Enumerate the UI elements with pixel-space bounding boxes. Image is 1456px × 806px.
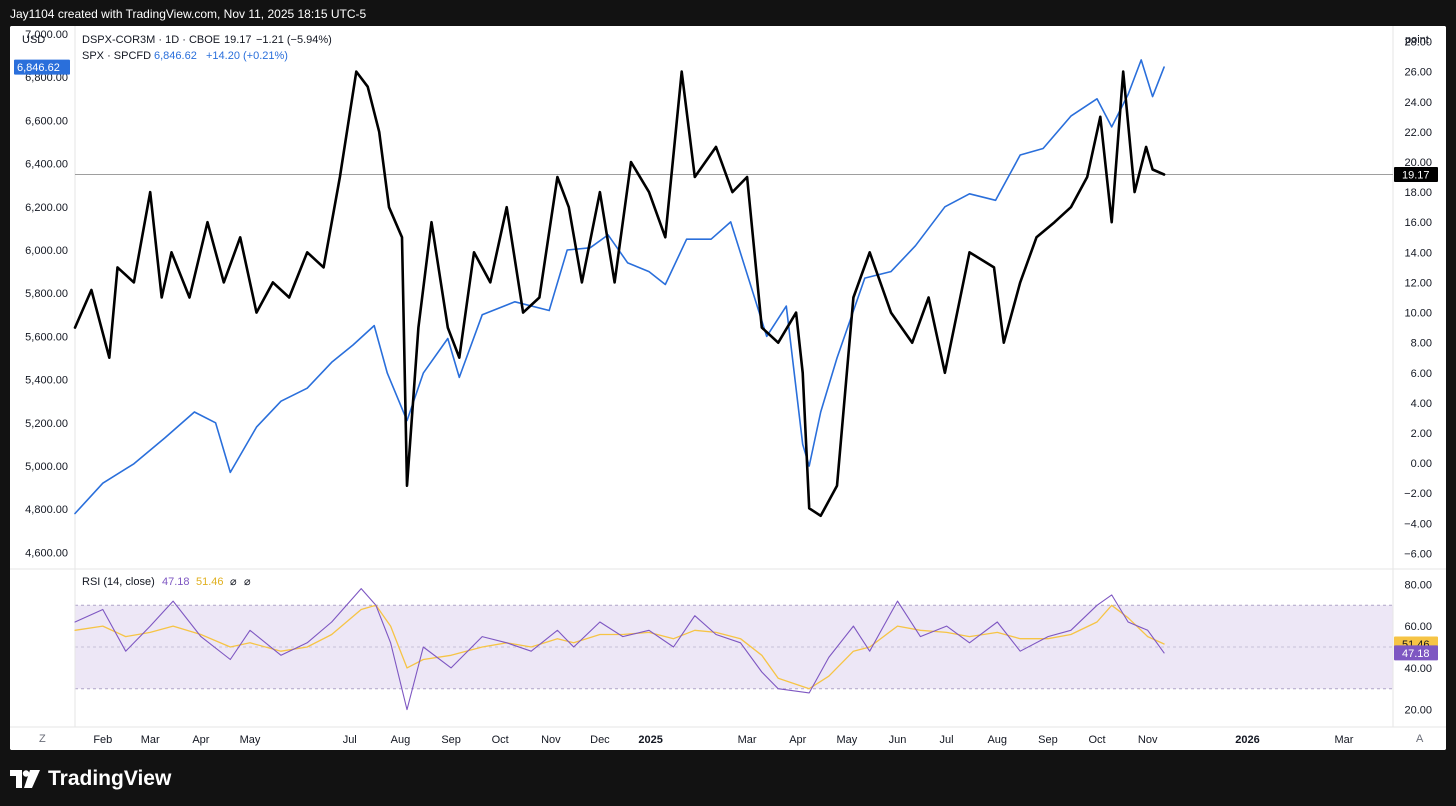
right-axis-tick-label: 16.00 [1404,217,1432,229]
rsi-hidden-icon[interactable]: ⌀ [230,576,237,588]
rsi-band [75,605,1393,689]
right-axis-tick-label: 2.00 [1411,428,1432,440]
rsi-legend-value: 47.18 [162,576,190,588]
time-axis-label: Nov [541,734,561,746]
svg-text:19.17: 19.17 [1402,169,1430,181]
time-axis-label: Jun [889,734,907,746]
left-axis-tick-label: 5,000.00 [25,461,68,473]
time-axis-label: May [836,734,857,746]
right-axis-tick-label: −6.00 [1404,548,1432,560]
right-axis-tick-label: 14.00 [1404,247,1432,259]
left-axis-tick-label: 5,800.00 [25,288,68,300]
left-price-axis[interactable]: 7,000.00 6,800.00 6,600.00 6,400.00 6,200.00… [25,29,68,559]
left-axis-tick-label: 7,000.00 [25,29,68,41]
time-axis-label: Oct [492,734,509,746]
right-axis-tick-label: 0.00 [1411,458,1432,470]
svg-text:47.18: 47.18 [1402,648,1430,660]
rsi-legend-label[interactable]: RSI (14, close) [82,576,155,588]
left-axis-tick-label: 4,600.00 [25,547,68,559]
rsi-axis-tick-label: 40.00 [1404,663,1432,675]
tradingview-logo-icon [10,770,40,788]
right-axis-tick-label: 28.00 [1404,37,1432,49]
tradingview-wordmark: TradingView [48,767,172,790]
time-axis-label: May [240,734,261,746]
dspx-price-badge: 19.17 [1394,166,1438,182]
right-axis-tick-label: 8.00 [1411,338,1432,350]
time-axis-label: 2025 [638,734,662,746]
time-axis[interactable]: Feb Mar Apr May Jul Aug Sep Oct Nov Dec 2025 Mar Apr… [93,734,1353,746]
time-axis-label: Mar [1334,734,1353,746]
dspx-cor3m-line[interactable] [73,70,1166,518]
left-axis-unit: USD [22,34,45,46]
rsi-axis-tick-label: 60.00 [1404,621,1432,633]
legend-series2-change: +14.20 (+0.21%) [206,50,288,62]
time-axis-label: Aug [391,734,411,746]
time-axis-label: Aug [987,734,1007,746]
right-axis-tick-label: −2.00 [1404,488,1432,500]
time-axis-label: Mar [738,734,757,746]
left-axis-tick-label: 6,600.00 [25,115,68,127]
legend-series1-change: −1.21 (−5.94%) [256,34,332,46]
left-axis-tick-label: 6,800.00 [25,72,68,84]
right-price-axis[interactable]: 28.00 26.00 24.00 22.00 20.00 18.00 16.00 14.00… [1404,37,1432,561]
time-axis-label: Sep [441,734,461,746]
rsi-axis-tick-label: 20.00 [1404,705,1432,717]
right-axis-unit[interactable]: point [1405,34,1429,46]
rsi-badge: 47.18 [1394,645,1438,661]
rsi-line[interactable] [74,588,1165,711]
right-axis-tick-label: 10.00 [1404,308,1432,320]
chart-credit: Jay1104 created with TradingView.com, No… [10,7,367,21]
tradingview-logo[interactable]: TradingView [10,764,171,794]
right-axis-tick-label: 6.00 [1411,368,1432,380]
rsi-axis[interactable]: 80.00 60.00 40.00 20.00 [1404,579,1432,716]
time-axis-label: Mar [141,734,160,746]
right-axis-tick-label: 26.00 [1404,67,1432,79]
spx-line[interactable] [74,59,1165,515]
time-axis-label: Jul [343,734,357,746]
rsi-axis-tick-label: 80.00 [1404,579,1432,591]
right-axis-tick-label: 18.00 [1404,187,1432,199]
right-axis-tick-label: 22.00 [1404,127,1432,139]
time-axis-label: Oct [1088,734,1105,746]
right-axis-tick-label: −4.00 [1404,518,1432,530]
time-axis-label: Apr [192,734,209,746]
left-axis-tick-label: 6,400.00 [25,159,68,171]
right-axis-tick-label: 12.00 [1404,277,1432,289]
svg-text:6,846.62: 6,846.62 [17,62,60,74]
auto-scale-button[interactable]: A [1416,733,1424,745]
right-axis-tick-label: 4.00 [1411,398,1432,410]
legend-series2-label[interactable]: SPX · SPCFD [82,50,151,62]
legend-series1-label[interactable]: DSPX-COR3M · 1D · CBOE [82,34,220,46]
left-axis-tick-label: 4,800.00 [25,504,68,516]
right-axis-tick-label: 20.00 [1404,157,1432,169]
time-axis-label: Feb [93,734,112,746]
time-axis-label: Nov [1138,734,1158,746]
rsi-hidden-icon[interactable]: ⌀ [244,576,251,588]
chart-panel[interactable]: 7,000.00 6,800.00 6,600.00 6,400.00 6,200.00… [10,26,1446,750]
left-axis-tick-label: 6,000.00 [25,245,68,257]
right-axis-tick-label: 24.00 [1404,97,1432,109]
time-axis-label: Sep [1038,734,1058,746]
left-axis-tick-label: 5,600.00 [25,331,68,343]
time-axis-label: Dec [590,734,610,746]
time-axis-label: Apr [789,734,806,746]
left-axis-tick-label: 5,200.00 [25,418,68,430]
left-axis-tick-label: 5,400.00 [25,375,68,387]
spx-price-badge: 6,846.62 [14,59,70,75]
legend-series1-value: 19.17 [224,34,252,46]
rsi-legend-ma-value: 51.46 [196,576,224,588]
left-axis-tick-label: 6,200.00 [25,202,68,214]
legend-series2-value: 6,846.62 [154,50,197,62]
time-axis-label: Jul [940,734,954,746]
time-axis-label: 2026 [1235,734,1259,746]
chart-canvas[interactable]: 7,000.00 6,800.00 6,600.00 6,400.00 6,200.00… [10,26,1446,750]
zoom-toggle-button[interactable]: Z [39,733,46,745]
